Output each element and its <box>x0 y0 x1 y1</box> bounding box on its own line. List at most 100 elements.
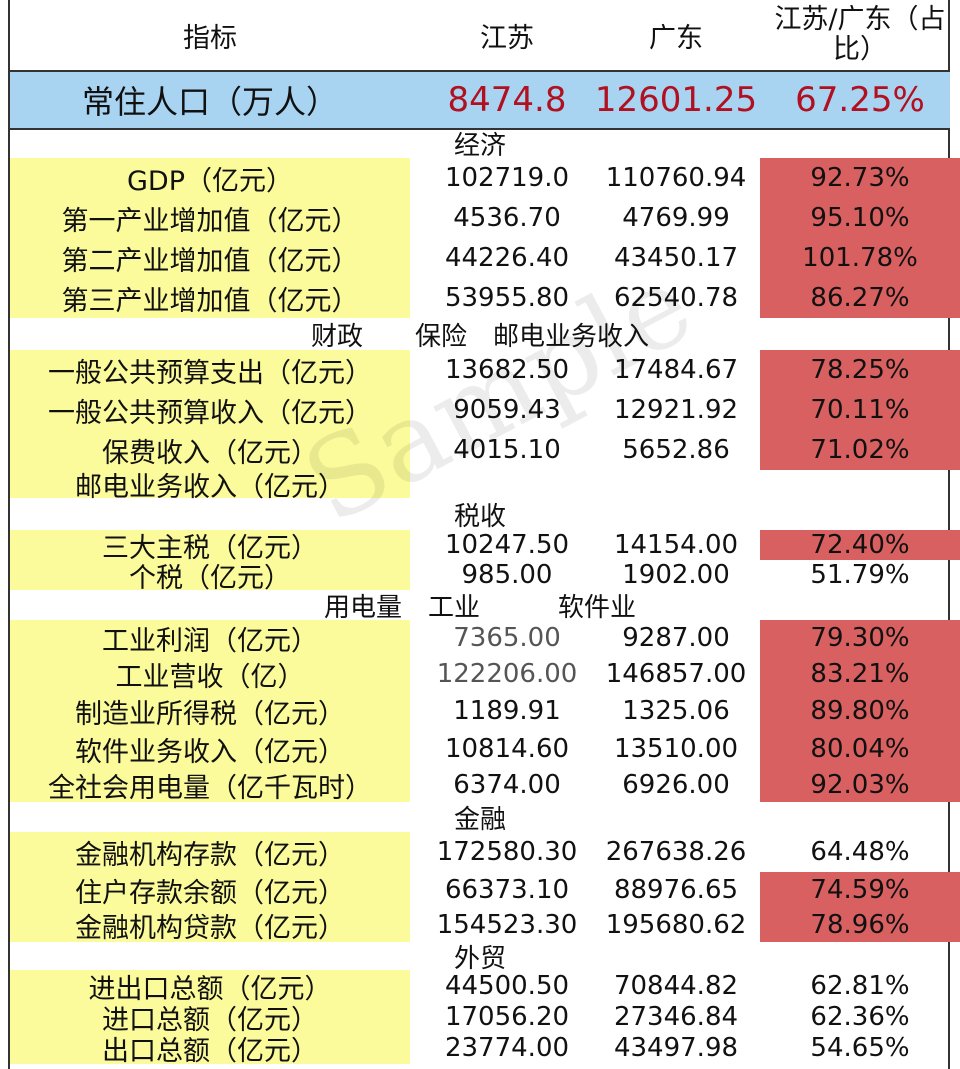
value-jiangsu: 4536.70 <box>453 203 561 233</box>
table-row: 软件业务收入（亿元） 10814.60 13510.00 80.04% <box>10 730 960 768</box>
row-label: 进口总额（亿元） <box>10 1002 410 1036</box>
value-guangdong: 17484.67 <box>613 355 739 385</box>
population-row: 常住人口（万人） 8474.8 12601.25 67.25% <box>10 70 950 130</box>
value-ratio: 78.96% <box>760 908 960 942</box>
section-finance: 财政 保险 邮电业务收入 <box>310 321 649 352</box>
header-indicator: 指标 <box>183 22 237 54</box>
value-ratio: 74.59% <box>760 872 960 908</box>
table-row: GDP（亿元） 102719.0 110760.94 92.73% <box>10 158 960 198</box>
value-jiangsu: 6374.00 <box>453 770 561 800</box>
value-jiangsu: 7365.00 <box>453 623 561 653</box>
value-guangdong: 70844.82 <box>613 971 739 1001</box>
section-tax: 税收 <box>453 501 506 532</box>
value-ratio: 95.10% <box>760 198 960 238</box>
value-ratio: 62.36% <box>810 1002 910 1032</box>
value-jiangsu: 10247.50 <box>444 530 570 560</box>
row-label: 保费收入（亿元） <box>10 430 410 470</box>
value-jiangsu: 9059.43 <box>453 395 561 425</box>
value-guangdong: 195680.62 <box>605 910 747 940</box>
value-guangdong: 13510.00 <box>613 734 739 764</box>
value-ratio: 51.79% <box>810 560 910 590</box>
value-guangdong: 146857.00 <box>605 659 747 689</box>
row-label: 一般公共预算收入（亿元） <box>10 390 410 430</box>
table-row: 个税（亿元） 985.00 1902.00 51.79% <box>10 560 950 594</box>
value-jiangsu: 66373.10 <box>444 875 570 905</box>
header-ratio-line2: 比） <box>833 34 887 65</box>
value-ratio: 64.48% <box>810 837 910 867</box>
table-row: 第三产业增加值（亿元） 53955.80 62540.78 86.27% <box>10 278 960 318</box>
table-header: 指标 江苏 广东 江苏/广东（占 比） <box>10 0 950 70</box>
row-label: 第三产业增加值（亿元） <box>10 278 410 318</box>
value-jiangsu: 4015.10 <box>453 435 561 465</box>
population-ratio: 67.25% <box>795 80 925 120</box>
row-label: 住户存款余额（亿元） <box>10 872 410 909</box>
population-jiangsu: 8474.8 <box>447 80 567 120</box>
value-ratio: 86.27% <box>760 278 960 318</box>
row-label: 金融机构贷款（亿元） <box>10 908 410 944</box>
section-economy: 经济 <box>453 130 506 161</box>
section-industry: 用电量 工业 软件业 <box>323 592 636 623</box>
value-ratio: 92.03% <box>760 768 960 802</box>
table-row: 住户存款余额（亿元） 66373.10 88976.65 74.59% <box>10 872 960 909</box>
table-row: 工业营收（亿） 122206.00 146857.00 83.21% <box>10 656 960 693</box>
value-ratio: 80.04% <box>760 730 960 768</box>
row-label: 个税（亿元） <box>10 560 410 594</box>
value-guangdong: 12921.92 <box>613 395 739 425</box>
row-label: 一般公共预算支出（亿元） <box>10 350 410 390</box>
value-ratio: 62.81% <box>810 971 910 1001</box>
table-row: 制造业所得税（亿元） 1189.91 1325.06 89.80% <box>10 692 960 730</box>
row-label: 软件业务收入（亿元） <box>10 730 410 768</box>
value-jiangsu: 44500.50 <box>444 971 570 1001</box>
table-row: 三大主税（亿元） 10247.50 14154.00 72.40% <box>10 530 960 564</box>
table-row: 进出口总额（亿元） 44500.50 70844.82 62.81% <box>10 970 950 1005</box>
header-guangdong: 广东 <box>649 22 703 54</box>
value-guangdong: 6926.00 <box>622 770 730 800</box>
value-jiangsu: 10814.60 <box>444 734 570 764</box>
value-guangdong: 1325.06 <box>622 696 730 726</box>
section-trade: 外贸 <box>453 943 506 974</box>
value-ratio: 89.80% <box>760 692 960 730</box>
table-row: 一般公共预算支出（亿元） 13682.50 17484.67 78.25% <box>10 350 960 390</box>
value-guangdong: 5652.86 <box>622 435 730 465</box>
table-row: 全社会用电量（亿千瓦时） 6374.00 6926.00 92.03% <box>10 768 960 804</box>
header-ratio-line1: 江苏/广东（占 <box>774 4 946 35</box>
row-label: 邮电业务收入（亿元） <box>10 470 410 503</box>
value-ratio: 72.40% <box>760 530 960 560</box>
value-guangdong: 110760.94 <box>605 163 747 193</box>
header-jiangsu: 江苏 <box>480 22 534 54</box>
value-jiangsu: 53955.80 <box>444 283 570 313</box>
section-banking: 金融 <box>453 804 506 835</box>
table-row: 进口总额（亿元） 17056.20 27346.84 62.36% <box>10 1002 950 1036</box>
value-ratio: 92.73% <box>760 158 960 198</box>
row-label: 全社会用电量（亿千瓦时） <box>10 768 410 804</box>
value-guangdong: 267638.26 <box>605 837 747 867</box>
row-label: 出口总额（亿元） <box>10 1032 410 1067</box>
value-guangdong: 43497.98 <box>613 1033 739 1063</box>
value-guangdong: 88976.65 <box>613 875 739 905</box>
value-jiangsu: 154523.30 <box>436 910 578 940</box>
table-row: 第一产业增加值（亿元） 4536.70 4769.99 95.10% <box>10 198 960 238</box>
row-label: 进出口总额（亿元） <box>10 970 410 1005</box>
row-label: 制造业所得税（亿元） <box>10 692 410 730</box>
row-label: 工业营收（亿） <box>10 656 410 693</box>
value-guangdong: 43450.17 <box>613 243 739 273</box>
table-row: 保费收入（亿元） 4015.10 5652.86 71.02% <box>10 430 960 470</box>
value-jiangsu: 23774.00 <box>444 1033 570 1063</box>
value-ratio: 78.25% <box>760 350 960 390</box>
table-row: 一般公共预算收入（亿元） 9059.43 12921.92 70.11% <box>10 390 960 430</box>
value-jiangsu: 985.00 <box>461 560 553 590</box>
value-guangdong: 14154.00 <box>613 530 739 560</box>
value-guangdong: 62540.78 <box>613 283 739 313</box>
value-ratio: 79.30% <box>760 620 960 656</box>
value-guangdong: 27346.84 <box>613 1002 739 1032</box>
value-ratio: 101.78% <box>760 238 960 278</box>
value-jiangsu: 172580.30 <box>436 837 578 867</box>
table-row: 邮电业务收入（亿元） <box>10 470 950 503</box>
value-guangdong: 4769.99 <box>622 203 730 233</box>
table-row: 金融机构存款（亿元） 172580.30 267638.26 64.48% <box>10 832 950 872</box>
row-label: 三大主税（亿元） <box>10 530 410 564</box>
row-label: 第二产业增加值（亿元） <box>10 238 410 278</box>
row-label: 工业利润（亿元） <box>10 620 410 657</box>
value-jiangsu: 122206.00 <box>436 659 578 689</box>
table-row: 出口总额（亿元） 23774.00 43497.98 54.65% <box>10 1032 950 1067</box>
